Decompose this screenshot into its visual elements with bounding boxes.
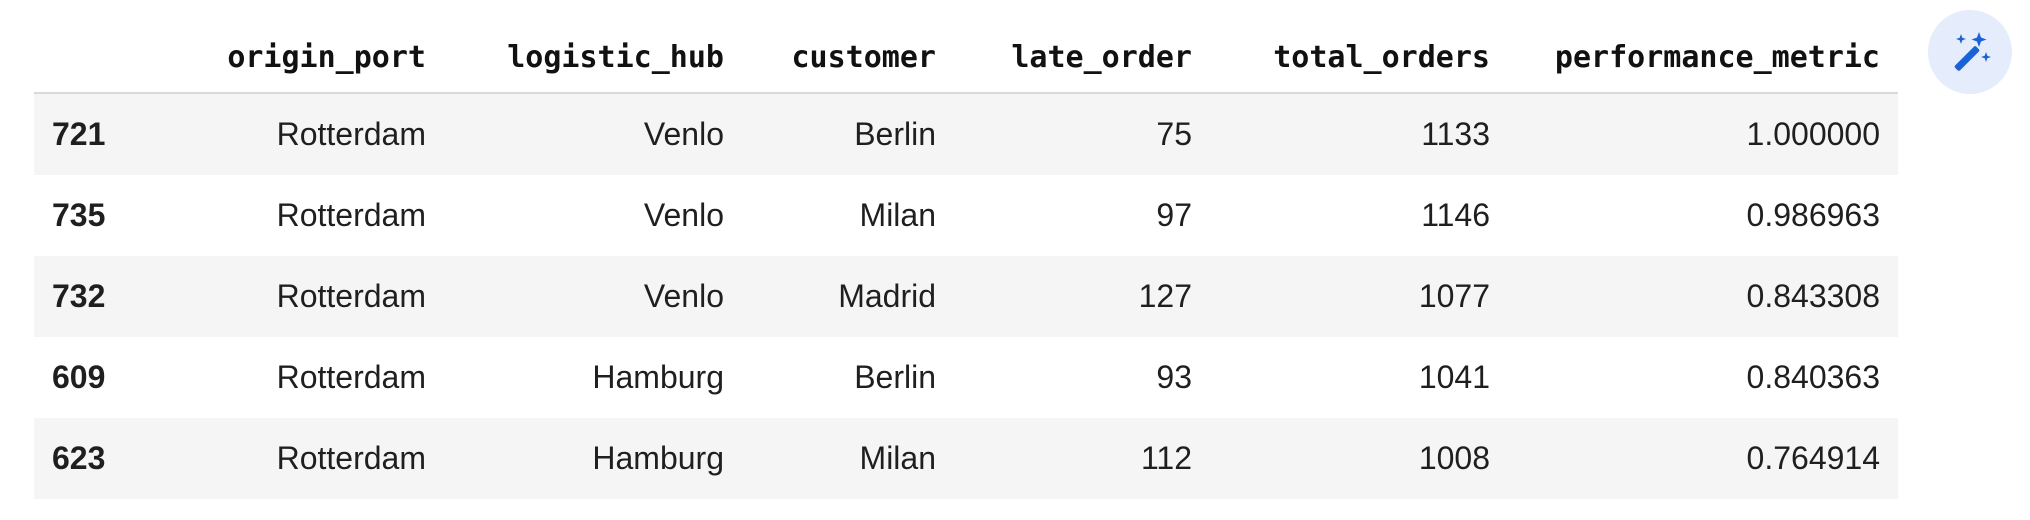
dataframe-table: origin_port logistic_hub customer late_o…: [34, 22, 1898, 499]
row-index: 609: [52, 359, 106, 395]
cell-origin-port: Rotterdam: [276, 116, 426, 152]
cell-performance-metric: 1.000000: [1746, 116, 1880, 152]
cell-total-orders: 1146: [1421, 197, 1490, 233]
column-header-total-orders: total_orders: [1210, 22, 1508, 94]
cell-total-orders: 1041: [1418, 359, 1490, 395]
magic-wand-button[interactable]: [1928, 10, 2012, 94]
cell-late-order: 93: [1156, 359, 1192, 395]
cell-origin-port: Rotterdam: [276, 440, 426, 476]
magic-wand-sparkle-icon: [1954, 32, 1991, 71]
row-index: 721: [52, 116, 106, 152]
table-row: 735 Rotterdam Venlo Milan 97 1146 0.9869…: [34, 175, 1898, 256]
cell-total-orders: 1008: [1418, 440, 1490, 476]
dataframe-output: origin_port logistic_hub customer late_o…: [34, 22, 1898, 499]
cell-total-orders: 1077: [1418, 278, 1490, 314]
table-row: 623 Rotterdam Hamburg Milan 112 1008 0.7…: [34, 418, 1898, 499]
cell-performance-metric: 0.843308: [1746, 278, 1880, 314]
cell-total-orders: 1133: [1421, 116, 1490, 152]
cell-performance-metric: 0.764914: [1746, 440, 1880, 476]
cell-origin-port: Rotterdam: [276, 359, 426, 395]
cell-performance-metric: 0.840363: [1746, 359, 1880, 395]
header-row: origin_port logistic_hub customer late_o…: [34, 22, 1898, 94]
cell-customer: Berlin: [854, 359, 936, 395]
row-index: 732: [52, 278, 106, 314]
cell-logistic-hub: Venlo: [643, 278, 724, 314]
column-header-origin-port: origin_port: [144, 22, 444, 94]
column-header-customer: customer: [742, 22, 954, 94]
table-row: 721 Rotterdam Venlo Berlin 75 1133 1.000…: [34, 93, 1898, 175]
cell-customer: Madrid: [838, 278, 936, 314]
column-header-performance-metric: performance_metric: [1508, 22, 1898, 94]
cell-logistic-hub: Venlo: [643, 197, 724, 233]
cell-performance-metric: 0.986963: [1746, 197, 1880, 233]
row-index: 735: [52, 197, 106, 233]
cell-customer: Milan: [859, 440, 936, 476]
cell-origin-port: Rotterdam: [276, 197, 426, 233]
column-header-logistic-hub: logistic_hub: [444, 22, 742, 94]
cell-customer: Berlin: [854, 116, 936, 152]
cell-origin-port: Rotterdam: [276, 278, 426, 314]
cell-late-order: 112: [1140, 440, 1192, 476]
cell-late-order: 127: [1138, 278, 1192, 314]
cell-late-order: 97: [1156, 197, 1192, 233]
cell-logistic-hub: Venlo: [643, 116, 724, 152]
cell-late-order: 75: [1156, 116, 1192, 152]
cell-customer: Milan: [859, 197, 936, 233]
index-header: [34, 22, 144, 94]
column-header-late-order: late_order: [954, 22, 1210, 94]
cell-logistic-hub: Hamburg: [592, 440, 724, 476]
cell-logistic-hub: Hamburg: [592, 359, 724, 395]
table-row: 609 Rotterdam Hamburg Berlin 93 1041 0.8…: [34, 337, 1898, 418]
table-row: 732 Rotterdam Venlo Madrid 127 1077 0.84…: [34, 256, 1898, 337]
row-index: 623: [52, 440, 106, 476]
